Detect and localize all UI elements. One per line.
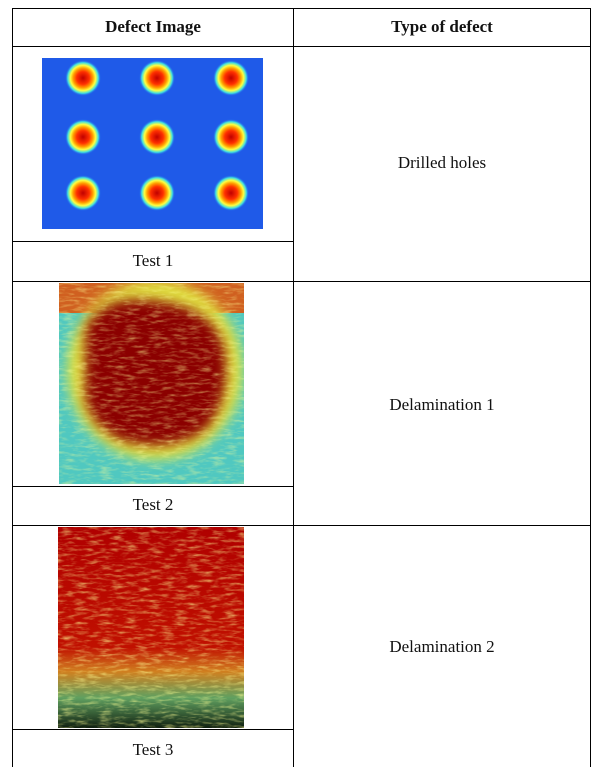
defect-image-2 — [59, 280, 244, 484]
test-label: Test 2 — [13, 495, 293, 515]
defect-image-1 — [42, 58, 263, 229]
test-label: Test 3 — [13, 740, 293, 760]
defect-type: Delamination 1 — [294, 395, 590, 415]
page: Defect Image Type of defect Test 1 Drill… — [0, 0, 591, 767]
test-label: Test 1 — [13, 251, 293, 271]
defect-type: Drilled holes — [294, 153, 590, 173]
header-cell: Defect Image — [13, 17, 293, 37]
defect-image-3 — [58, 527, 244, 728]
defect-type: Delamination 2 — [294, 637, 590, 657]
header-cell: Type of defect — [294, 17, 590, 37]
